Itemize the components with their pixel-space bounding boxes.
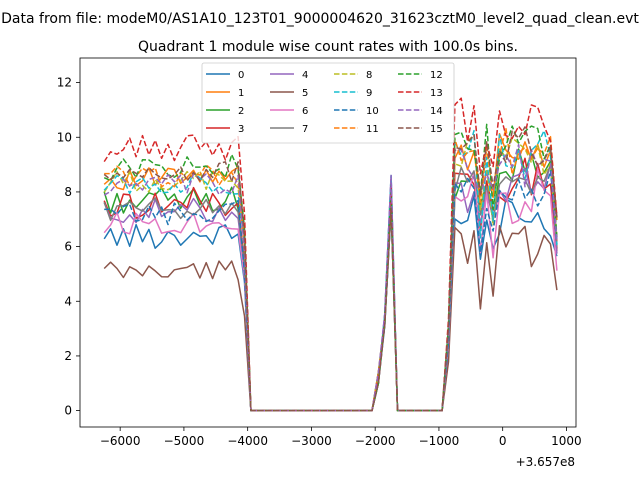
- legend-label-15: 15: [430, 124, 443, 135]
- y-tick-label: 10: [57, 130, 72, 144]
- series-line-10: [104, 170, 558, 412]
- x-tick-label: −1000: [419, 434, 460, 448]
- legend-label-9: 9: [366, 88, 372, 99]
- legend-label-4: 4: [302, 70, 308, 81]
- y-tick-label: 6: [64, 240, 72, 254]
- x-tick-label: −6000: [100, 434, 141, 448]
- legend-label-2: 2: [238, 106, 244, 117]
- legend-label-14: 14: [430, 106, 443, 117]
- legend-label-6: 6: [302, 106, 308, 117]
- x-tick-label: 1000: [551, 434, 582, 448]
- series-line-15: [103, 126, 558, 412]
- legend-label-12: 12: [430, 70, 443, 81]
- y-tick-label: 0: [64, 404, 72, 418]
- x-tick-label: 0: [499, 434, 507, 448]
- y-tick-label: 12: [57, 76, 72, 90]
- legend-label-11: 11: [366, 124, 379, 135]
- x-tick-label: −5000: [164, 434, 205, 448]
- figure-suptitle: Data from file: modeM0/AS1A10_123T01_900…: [1, 11, 639, 27]
- legend-label-5: 5: [302, 88, 308, 99]
- legend-label-8: 8: [366, 70, 372, 81]
- x-tick-label: −4000: [227, 434, 268, 448]
- y-tick-label: 4: [64, 294, 72, 308]
- axes-frame: [79, 57, 577, 428]
- y-tick-label: 8: [64, 185, 72, 199]
- x-offset-label: +3.657e8: [516, 455, 575, 469]
- legend-label-0: 0: [238, 70, 244, 81]
- series-line-14: [103, 143, 558, 412]
- legend-box: [201, 62, 455, 144]
- legend-label-1: 1: [238, 88, 244, 99]
- series-group: [103, 97, 558, 412]
- chart-title: Quadrant 1 module wise count rates with …: [138, 39, 518, 55]
- legend-label-10: 10: [366, 106, 379, 117]
- series-line-11: [104, 127, 558, 412]
- x-tick-label: −3000: [291, 434, 332, 448]
- x-tick-label: −2000: [355, 434, 396, 448]
- legend-label-7: 7: [302, 124, 308, 135]
- legend-label-13: 13: [430, 88, 443, 99]
- plot-area: −6000 −5000 −4000 −3000 −2000 −1000 0 1000 0 2 4 6 8…: [57, 57, 582, 448]
- legend-label-3: 3: [238, 124, 244, 135]
- y-tick-label: 2: [64, 349, 72, 363]
